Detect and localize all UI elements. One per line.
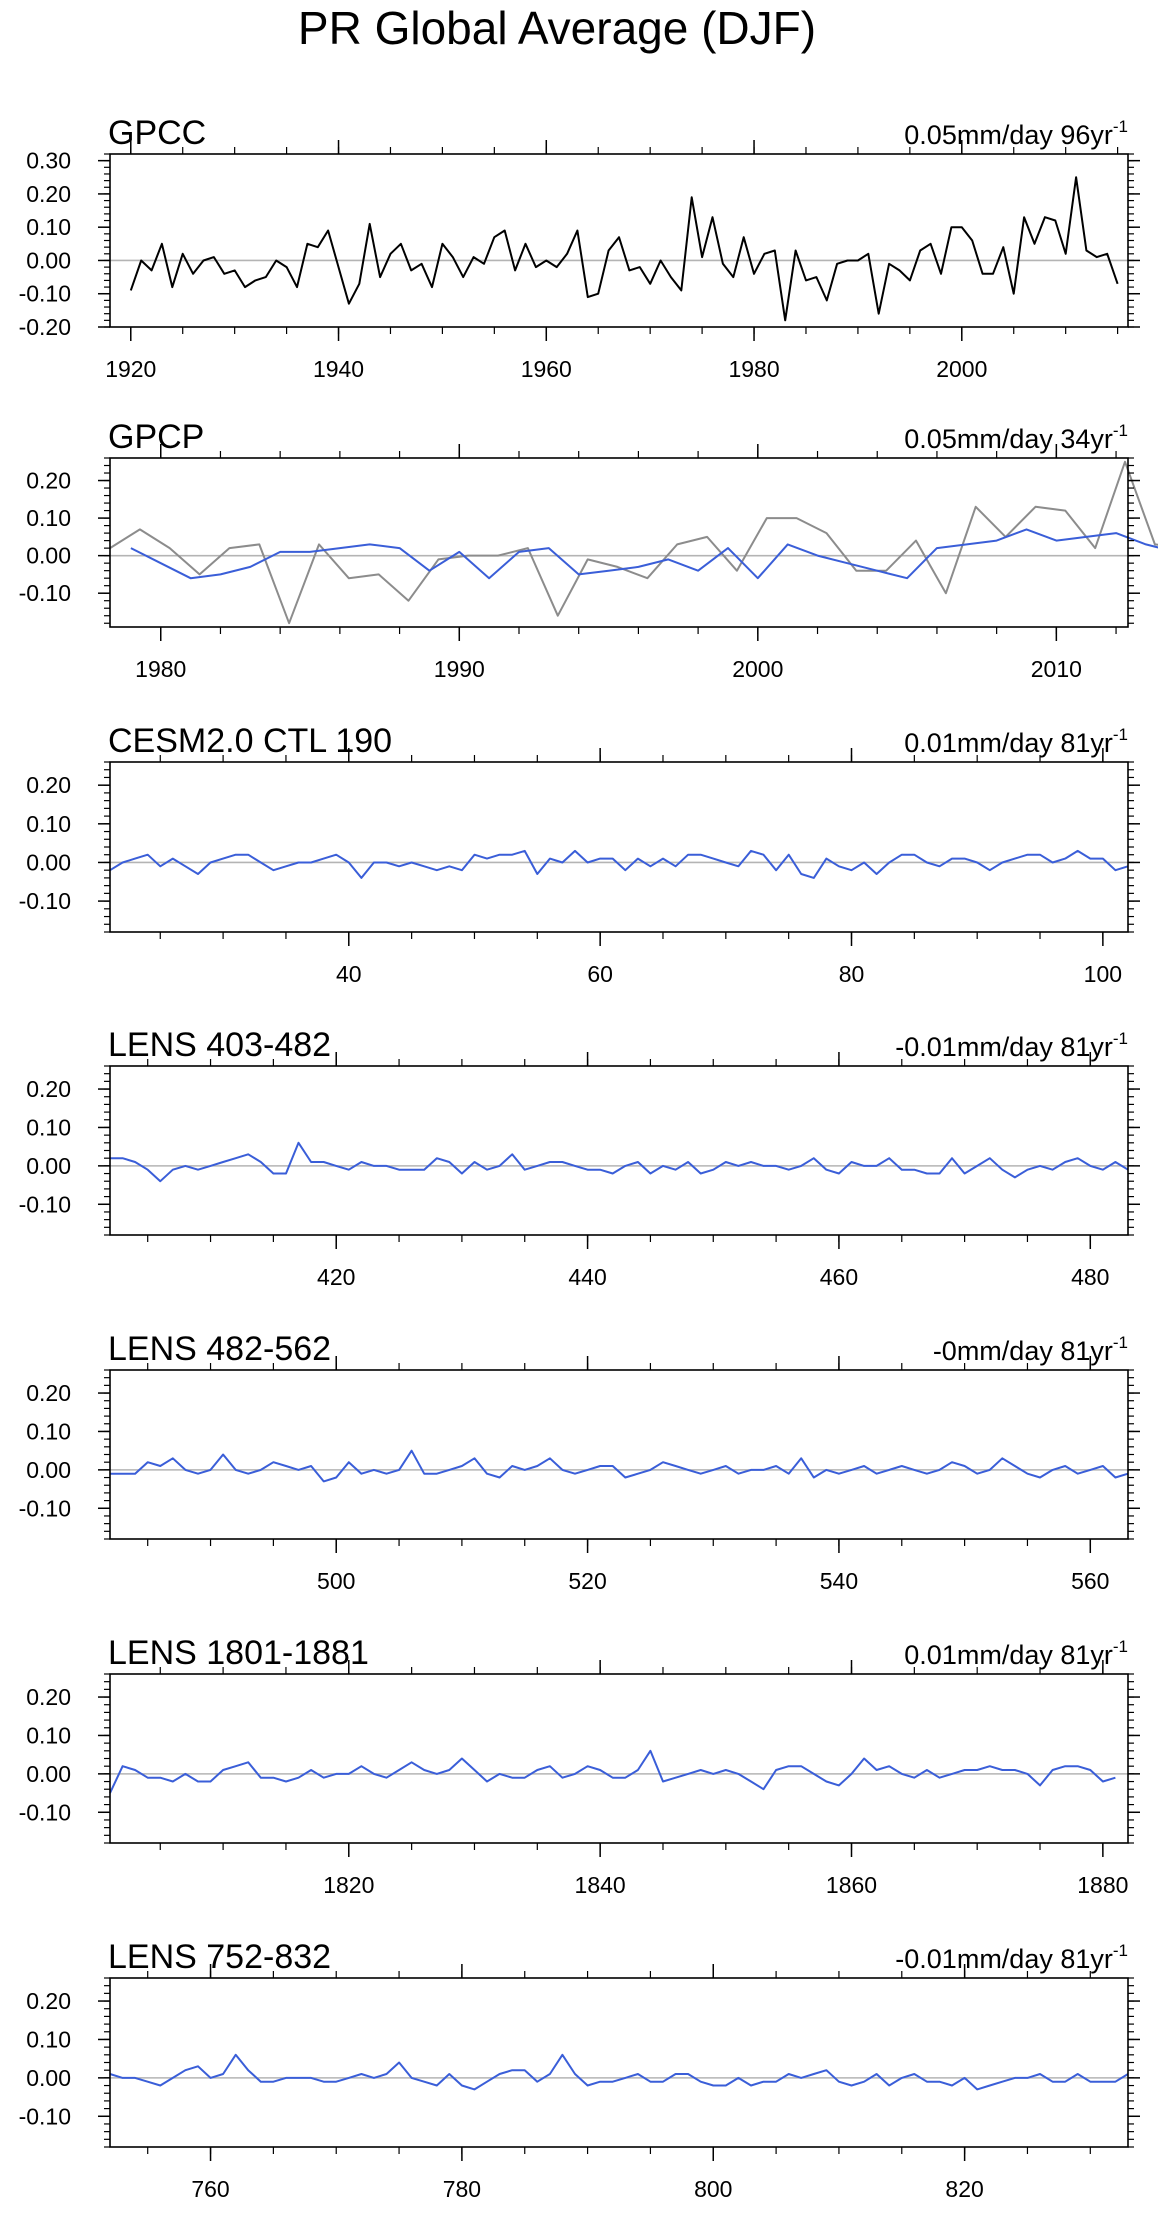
x-tick-label: 760: [191, 2176, 229, 2202]
x-tick-label: 1980: [728, 356, 779, 382]
y-tick-label: -0.10: [19, 281, 71, 307]
x-tick-label: 1960: [521, 356, 572, 382]
y-tick-label: 0.00: [26, 2065, 71, 2091]
panels-group: GPCC 0.05mm/day 96yr-1 -0.20 -0.10 0.00 0.10 0…: [19, 114, 1158, 2202]
y-tick-label: 0.10: [26, 811, 71, 837]
y-tick-label: 0.10: [26, 214, 71, 240]
trend-label: -0.01mm/day 81yr-1: [895, 1029, 1128, 1062]
series-line-1: [129, 176, 1119, 322]
y-tick-label: 0.20: [26, 1684, 71, 1710]
y-tick-label: 0.30: [26, 148, 71, 174]
x-tick-label: 1990: [434, 656, 485, 682]
x-tick-label: 100: [1084, 961, 1122, 987]
plot-frame: [109, 1065, 1129, 1236]
x-tick-label: 2000: [732, 656, 783, 682]
x-tick-label: 40: [336, 961, 362, 987]
y-tick-label: 0.20: [26, 468, 71, 494]
trend-label: -0.01mm/day 81yr-1: [895, 1941, 1128, 1974]
plot-frame: [109, 761, 1129, 933]
series-line-1: [109, 2053, 1129, 2091]
plot-frame: [109, 1673, 1129, 1844]
y-tick-label: 0.20: [26, 1988, 71, 2014]
figure-title: PR Global Average (DJF): [298, 2, 816, 54]
x-tick-label: 2010: [1031, 656, 1082, 682]
x-tick-label: 1860: [826, 1872, 877, 1898]
panel-title: LENS 403-482: [108, 1026, 331, 1064]
panel-6: LENS 1801-1881 0.01mm/day 81yr-1 -0.10 0.00…: [19, 1634, 1140, 1898]
y-tick-label: 0.00: [26, 1153, 71, 1179]
y-tick-label: 0.00: [26, 1761, 71, 1787]
panel-3: CESM2.0 CTL 190 0.01mm/day 81yr-1 -0.10 0.0…: [19, 722, 1140, 987]
y-tick-label: -0.10: [19, 580, 71, 606]
y-tick-label: 0.20: [26, 181, 71, 207]
x-tick-label: 800: [694, 2176, 732, 2202]
panel-5: LENS 482-562 -0mm/day 81yr-1 -0.10 0.00 0.10…: [19, 1330, 1140, 1594]
x-tick-label: 1840: [575, 1872, 626, 1898]
plot-frame: [109, 1369, 1129, 1540]
y-tick-label: 0.00: [26, 543, 71, 569]
series-line-1: [109, 1749, 1116, 1794]
panel-title: GPCC: [108, 114, 206, 152]
y-tick-label: 0.10: [26, 505, 71, 531]
panel-title: LENS 752-832: [108, 1938, 331, 1976]
y-tick-label: 0.10: [26, 2026, 71, 2052]
y-tick-label: -0.10: [19, 888, 71, 914]
plot-frame: [109, 1977, 1129, 2148]
panel-title: LENS 1801-1881: [108, 1634, 369, 1672]
x-tick-label: 560: [1071, 1568, 1109, 1594]
y-tick-label: 0.20: [26, 1380, 71, 1406]
panel-2: GPCP 0.05mm/day 34yr-1 -0.10 0.00 0.10 0.20 19…: [19, 418, 1158, 682]
panel-4: LENS 403-482 -0.01mm/day 81yr-1 -0.10 0.00 0…: [19, 1026, 1140, 1290]
x-tick-label: 420: [317, 1264, 355, 1290]
y-tick-label: -0.10: [19, 2103, 71, 2129]
y-tick-label: 0.10: [26, 1418, 71, 1444]
x-tick-label: 440: [568, 1264, 606, 1290]
x-tick-label: 80: [839, 961, 865, 987]
y-tick-label: 0.00: [26, 247, 71, 273]
x-tick-label: 460: [820, 1264, 858, 1290]
y-tick-label: 0.00: [26, 1457, 71, 1483]
panel-1: GPCC 0.05mm/day 96yr-1 -0.20 -0.10 0.00 0.10 0…: [19, 114, 1140, 382]
trend-label: -0mm/day 81yr-1: [933, 1333, 1128, 1366]
panel-title: LENS 482-562: [108, 1330, 331, 1368]
y-tick-label: 0.10: [26, 1722, 71, 1748]
x-tick-label: 540: [820, 1568, 858, 1594]
x-tick-label: 520: [568, 1568, 606, 1594]
trend-label: 0.05mm/day 34yr-1: [904, 421, 1128, 454]
x-tick-label: 480: [1071, 1264, 1109, 1290]
series-line-1: [109, 849, 1129, 879]
x-tick-label: 780: [443, 2176, 481, 2202]
y-tick-label: 0.20: [26, 1076, 71, 1102]
y-tick-label: 0.10: [26, 1114, 71, 1140]
trend-label: 0.05mm/day 96yr-1: [904, 117, 1128, 150]
x-tick-label: 1940: [313, 356, 364, 382]
series-line-1: [109, 460, 1158, 625]
trend-label: 0.01mm/day 81yr-1: [904, 725, 1128, 758]
x-tick-label: 1920: [105, 356, 156, 382]
y-tick-label: -0.20: [19, 314, 71, 340]
y-tick-label: -0.10: [19, 1191, 71, 1217]
x-tick-label: 820: [945, 2176, 983, 2202]
series-line-1: [110, 1449, 1129, 1483]
series-line-1: [110, 1141, 1129, 1183]
panel-7: LENS 752-832 -0.01mm/day 81yr-1 -0.10 0.00 0…: [19, 1938, 1140, 2202]
trend-label: 0.01mm/day 81yr-1: [904, 1637, 1128, 1670]
x-tick-label: 1980: [135, 656, 186, 682]
y-tick-label: -0.10: [19, 1799, 71, 1825]
x-tick-label: 1820: [323, 1872, 374, 1898]
x-tick-label: 2000: [936, 356, 987, 382]
x-tick-label: 60: [587, 961, 613, 987]
y-tick-label: 0.00: [26, 849, 71, 875]
plot-frame: [109, 457, 1129, 628]
x-tick-label: 1880: [1077, 1872, 1128, 1898]
x-tick-label: 500: [317, 1568, 355, 1594]
series-line-2: [130, 528, 1158, 580]
panel-title: GPCP: [108, 418, 204, 456]
y-tick-label: -0.10: [19, 1495, 71, 1521]
panel-title: CESM2.0 CTL 190: [108, 722, 392, 760]
y-tick-label: 0.20: [26, 772, 71, 798]
